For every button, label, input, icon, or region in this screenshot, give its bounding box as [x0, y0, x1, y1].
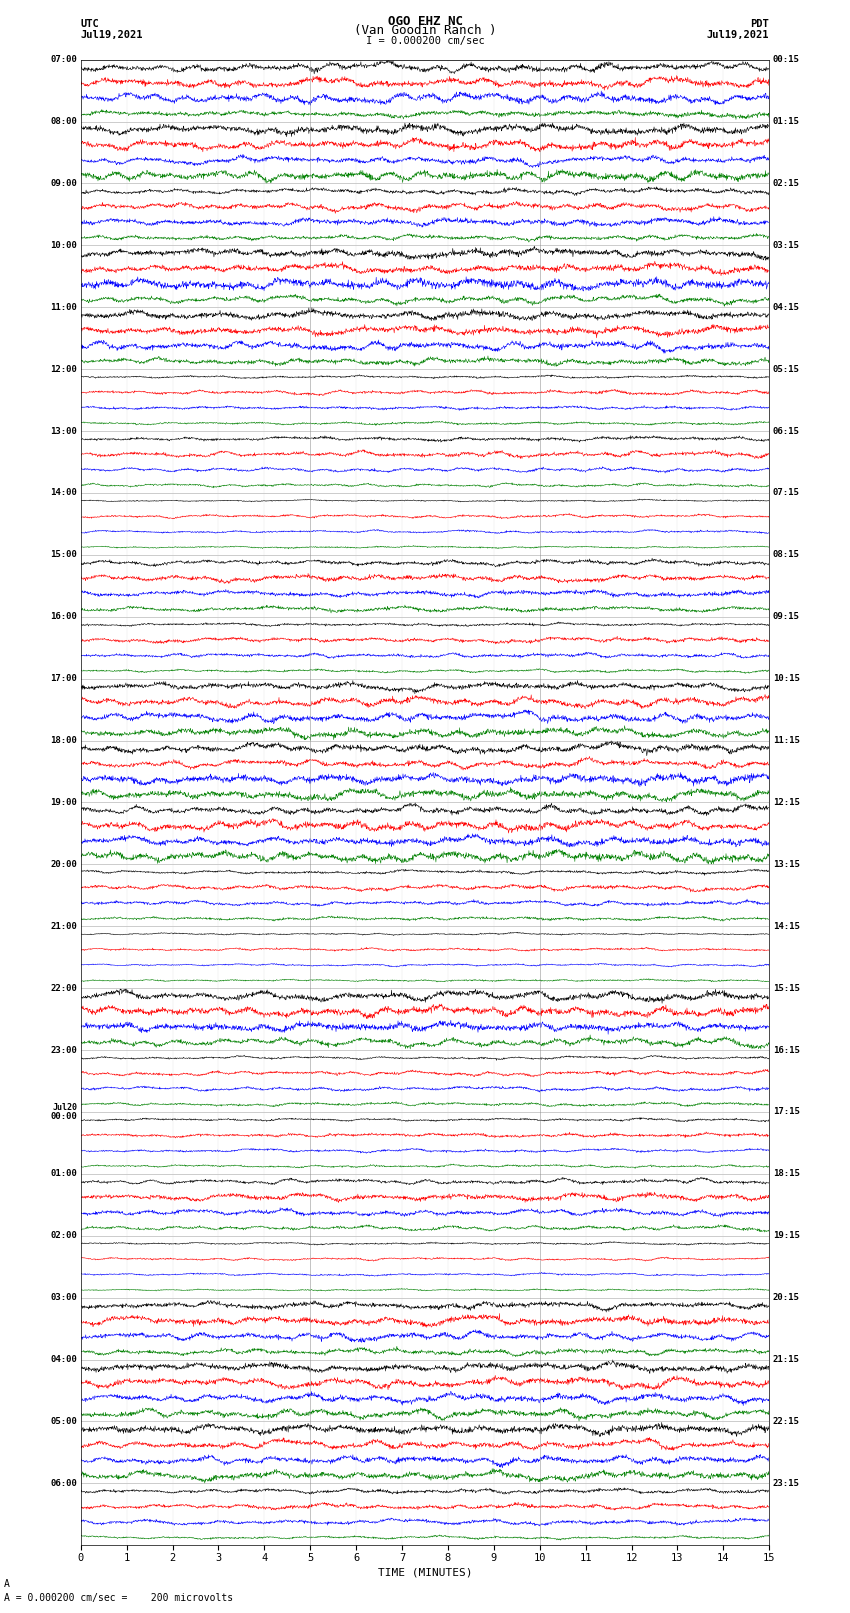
Text: 16:00: 16:00: [50, 613, 77, 621]
Text: 17:00: 17:00: [50, 674, 77, 684]
Text: 19:15: 19:15: [773, 1231, 800, 1240]
Text: PDT: PDT: [751, 19, 769, 29]
X-axis label: TIME (MINUTES): TIME (MINUTES): [377, 1568, 473, 1578]
Text: Jul19,2021: Jul19,2021: [81, 31, 144, 40]
Text: 12:00: 12:00: [50, 365, 77, 374]
Text: 14:15: 14:15: [773, 921, 800, 931]
Text: 19:00: 19:00: [50, 798, 77, 806]
Text: OGO EHZ NC: OGO EHZ NC: [388, 15, 462, 29]
Text: 22:00: 22:00: [50, 984, 77, 992]
Text: 23:15: 23:15: [773, 1479, 800, 1487]
Text: 15:15: 15:15: [773, 984, 800, 992]
Text: I = 0.000200 cm/sec: I = 0.000200 cm/sec: [366, 35, 484, 45]
Text: Jul20: Jul20: [53, 1103, 77, 1111]
Text: UTC: UTC: [81, 19, 99, 29]
Text: 01:15: 01:15: [773, 118, 800, 126]
Text: 03:00: 03:00: [50, 1294, 77, 1302]
Text: 04:00: 04:00: [50, 1355, 77, 1365]
Text: 15:00: 15:00: [50, 550, 77, 560]
Text: 07:15: 07:15: [773, 489, 800, 497]
Text: 17:15: 17:15: [773, 1108, 800, 1116]
Text: 12:15: 12:15: [773, 798, 800, 806]
Text: 09:00: 09:00: [50, 179, 77, 189]
Text: 18:00: 18:00: [50, 736, 77, 745]
Text: 23:00: 23:00: [50, 1045, 77, 1055]
Text: 09:15: 09:15: [773, 613, 800, 621]
Text: A: A: [4, 1579, 10, 1589]
Text: Jul19,2021: Jul19,2021: [706, 31, 769, 40]
Text: 16:15: 16:15: [773, 1045, 800, 1055]
Text: 08:15: 08:15: [773, 550, 800, 560]
Text: 14:00: 14:00: [50, 489, 77, 497]
Text: 06:15: 06:15: [773, 426, 800, 436]
Text: 21:15: 21:15: [773, 1355, 800, 1365]
Text: 18:15: 18:15: [773, 1169, 800, 1179]
Text: 20:15: 20:15: [773, 1294, 800, 1302]
Text: 11:15: 11:15: [773, 736, 800, 745]
Text: 03:15: 03:15: [773, 240, 800, 250]
Text: 11:00: 11:00: [50, 303, 77, 311]
Text: 05:00: 05:00: [50, 1416, 77, 1426]
Text: 01:00: 01:00: [50, 1169, 77, 1179]
Text: 02:00: 02:00: [50, 1231, 77, 1240]
Text: 05:15: 05:15: [773, 365, 800, 374]
Text: 20:00: 20:00: [50, 860, 77, 869]
Text: 08:00: 08:00: [50, 118, 77, 126]
Text: 21:00: 21:00: [50, 921, 77, 931]
Text: 07:00: 07:00: [50, 55, 77, 65]
Text: 13:15: 13:15: [773, 860, 800, 869]
Text: 04:15: 04:15: [773, 303, 800, 311]
Text: 10:00: 10:00: [50, 240, 77, 250]
Text: 06:00: 06:00: [50, 1479, 77, 1487]
Text: 22:15: 22:15: [773, 1416, 800, 1426]
Text: 10:15: 10:15: [773, 674, 800, 684]
Text: 02:15: 02:15: [773, 179, 800, 189]
Text: A = 0.000200 cm/sec =    200 microvolts: A = 0.000200 cm/sec = 200 microvolts: [4, 1594, 234, 1603]
Text: (Van Goodin Ranch ): (Van Goodin Ranch ): [354, 24, 496, 37]
Text: 13:00: 13:00: [50, 426, 77, 436]
Text: 00:15: 00:15: [773, 55, 800, 65]
Text: 00:00: 00:00: [50, 1111, 77, 1121]
